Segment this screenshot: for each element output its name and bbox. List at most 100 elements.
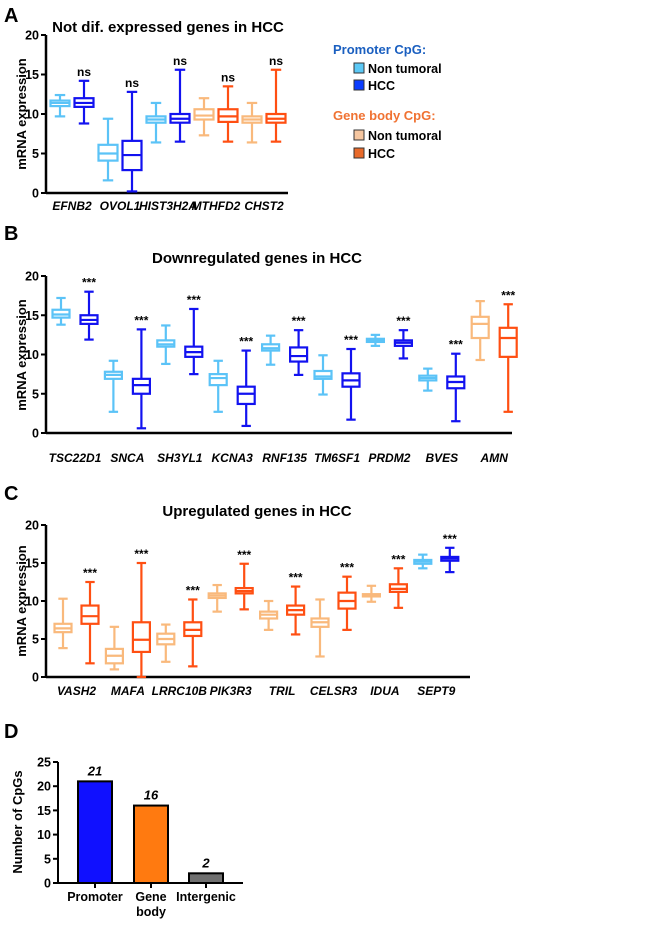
- gene-group-sept9: *** SEPT9: [413, 532, 460, 698]
- y-tick-label: 5: [44, 852, 51, 866]
- gene-group-rnf135: *** RNF135: [261, 314, 309, 465]
- legend-swatch-gene-body-non-tumoral: [353, 129, 365, 141]
- panel-letter-d: D: [4, 721, 18, 743]
- y-tick-label: 10: [25, 108, 39, 122]
- box-iqr: [131, 377, 151, 395]
- bar-intergenic: [188, 872, 224, 885]
- y-axis-label-d: Number of CpGs: [10, 770, 25, 873]
- category-label: Gene: [135, 890, 166, 904]
- significance-label: ***: [83, 566, 97, 580]
- gene-group-ovol1: ns OVOL1: [97, 76, 143, 213]
- box-promoter-non-tumoral: [365, 333, 385, 347]
- y-axis-label-b: mRNA expression: [14, 299, 29, 411]
- significance-label: ns: [173, 54, 187, 68]
- panel-letter-b: B: [4, 223, 18, 245]
- bar-gene-body: [133, 804, 169, 884]
- significance-label: ns: [77, 65, 91, 79]
- legend-label-promoter-non-tumoral: Non tumoral: [368, 62, 442, 76]
- y-tick-label: 15: [25, 68, 39, 82]
- box-promoter-hcc: [393, 329, 413, 360]
- box-gene-body-non-tumoral: [361, 584, 381, 603]
- y-tick-label: 20: [25, 29, 39, 43]
- gene-group-bves: *** BVES: [418, 338, 466, 465]
- box-gene-body-hcc: [388, 567, 408, 609]
- box-promoter-hcc: [79, 290, 99, 341]
- box-promoter-hcc: [446, 352, 466, 423]
- gene-group-sh3yl1: *** SH3YL1: [156, 293, 204, 465]
- legend-swatch-promoter-hcc: [353, 79, 365, 91]
- significance-label: ***: [396, 314, 410, 328]
- y-tick-label: 20: [37, 780, 51, 794]
- significance-label: ***: [237, 548, 251, 562]
- significance-label: ***: [443, 532, 457, 546]
- category-label: Promoter: [67, 890, 123, 904]
- box-promoter-non-tumoral: [313, 354, 333, 396]
- gene-label: HIST3H2A: [139, 199, 197, 213]
- box-promoter-hcc: [73, 79, 95, 125]
- gene-group-vash2: *** VASH2: [53, 566, 100, 698]
- bar-value-label: 16: [144, 788, 159, 803]
- title-c: Upregulated genes in HCC: [162, 503, 351, 520]
- box-promoter-non-tumoral: [103, 359, 124, 413]
- gene-group-tsc22d1: *** TSC22D1: [49, 276, 102, 465]
- gene-label: MAFA: [111, 684, 145, 698]
- box-gene-body-hcc: [337, 575, 357, 631]
- panel-letter-c: C: [4, 483, 18, 505]
- y-tick-label: 20: [25, 270, 39, 284]
- box-promoter-non-tumoral: [145, 101, 167, 144]
- bar-promoter: [77, 780, 113, 884]
- significance-label: ***: [239, 335, 253, 349]
- box-promoter-hcc: [440, 546, 460, 574]
- legend-swatch-promoter-non-tumoral: [353, 62, 365, 74]
- box-promoter-non-tumoral: [97, 117, 119, 182]
- y-tick-label: 10: [25, 348, 39, 362]
- box-promoter-non-tumoral: [413, 553, 433, 570]
- gene-group-tm6sf1: *** TM6SF1: [313, 333, 361, 465]
- category-label: Intergenic: [176, 890, 236, 904]
- significance-label: ***: [289, 571, 303, 585]
- box-gene-body-hcc: [286, 585, 306, 636]
- panel-letter-a: A: [4, 5, 18, 27]
- gene-label: LRRC10B: [152, 684, 208, 698]
- title-b: Downregulated genes in HCC: [152, 250, 362, 267]
- box-promoter-hcc: [169, 68, 191, 143]
- gene-label: TM6SF1: [314, 451, 360, 465]
- box-plot-b: 0 5 10 15 20 *** TSC22D1 *** SNCA *** SH3YL1 *** KCN…: [25, 270, 518, 465]
- box-promoter-hcc: [121, 90, 143, 193]
- gene-label: KCNA3: [212, 451, 254, 465]
- y-tick-label: 0: [44, 877, 51, 891]
- gene-label: VASH2: [57, 684, 96, 698]
- box-iqr: [80, 604, 100, 625]
- significance-label: ***: [391, 552, 405, 566]
- gene-group-prdm2: *** PRDM2: [365, 314, 413, 465]
- significance-label: ***: [292, 314, 306, 328]
- box-gene-body-non-tumoral: [156, 623, 176, 663]
- significance-label: ***: [501, 288, 515, 302]
- legend: Promoter CpG: Non tumoral HCC Gene body …: [333, 42, 442, 161]
- legend-label-gene-body-hcc: HCC: [368, 147, 395, 161]
- title-a: Not dif. expressed genes in HCC: [52, 19, 284, 36]
- y-tick-label: 0: [32, 671, 39, 685]
- gene-group-tril: *** TRIL: [259, 571, 306, 698]
- box-promoter-hcc: [131, 328, 151, 430]
- box-promoter-hcc: [341, 347, 361, 421]
- gene-label: OVOL1: [100, 199, 141, 213]
- legend-gene-body-heading: Gene body CpG:: [333, 108, 436, 123]
- box-gene-body-hcc: [265, 68, 287, 143]
- gene-label: BVES: [425, 451, 458, 465]
- significance-label: ***: [134, 313, 148, 327]
- box-gene-body-non-tumoral: [104, 625, 125, 671]
- y-tick-label: 0: [32, 187, 39, 201]
- gene-group-idua: *** IDUA: [361, 552, 408, 698]
- significance-label: ***: [344, 333, 358, 347]
- box-gene-body-non-tumoral: [241, 101, 263, 144]
- box-iqr: [131, 621, 151, 654]
- box-promoter-non-tumoral: [418, 367, 438, 392]
- gene-group-mthfd2: ns MTHFD2: [192, 70, 241, 213]
- gene-label: PRDM2: [368, 451, 410, 465]
- significance-label: ***: [187, 293, 201, 307]
- gene-group-pik3r3: *** PIK3R3: [207, 548, 254, 698]
- y-axis-label-a: mRNA expression: [14, 58, 29, 170]
